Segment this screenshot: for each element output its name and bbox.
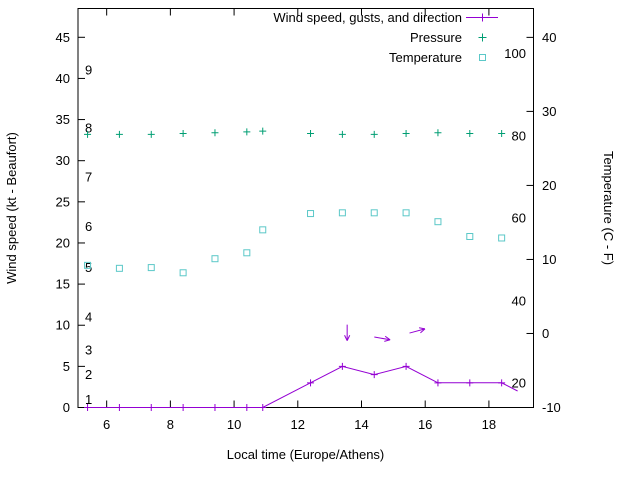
beaufort-scale-label: 4 (85, 310, 92, 325)
y-tick-label-right: 30 (542, 104, 556, 119)
beaufort-scale-label: 8 (85, 120, 92, 135)
fahrenheit-scale-label: 20 (512, 376, 526, 391)
legend-sample-temperature (479, 54, 486, 61)
y-axis-left-title: Wind speed (kt - Beaufort) (4, 132, 19, 284)
legend-label-temperature: Temperature (389, 50, 462, 65)
x-axis-title: Local time (Europe/Athens) (227, 447, 385, 462)
y-tick-label-left: 0 (63, 400, 70, 415)
x-tick-label: 12 (291, 417, 305, 432)
chart-plot-area: 6 8 10 12 14 16 18051015202530354045-100102030… (56, 8, 561, 432)
wind-direction-arrow (344, 324, 351, 341)
y-tick-label-left: 30 (56, 153, 70, 168)
beaufort-scale-label: 9 (85, 63, 92, 78)
fahrenheit-scale-label: 100 (504, 46, 526, 61)
y-tick-label-left: 25 (56, 194, 70, 209)
wind-direction-arrow (374, 335, 391, 342)
legend-sample-pressure (478, 33, 487, 42)
y-tick-label-right: 20 (542, 178, 556, 193)
legend-label-wind: Wind speed, gusts, and direction (273, 10, 462, 25)
beaufort-scale-label: 5 (85, 260, 92, 275)
x-tick-label: 14 (354, 417, 368, 432)
y-tick-label-left: 15 (56, 277, 70, 292)
y-tick-label-left: 10 (56, 318, 70, 333)
wind-direction-arrow (409, 327, 426, 334)
y-tick-label-left: 45 (56, 30, 70, 45)
x-tick-label: 16 (418, 417, 432, 432)
beaufort-scale-label: 7 (85, 170, 92, 185)
y-axis-right-title: Temperature (C - F) (601, 151, 616, 265)
series-wind (84, 362, 518, 411)
y-tick-label-left: 40 (56, 71, 70, 86)
beaufort-scale-label: 1 (85, 392, 92, 407)
y-tick-label-left: 5 (63, 359, 70, 374)
y-tick-label-right: 0 (542, 326, 549, 341)
beaufort-scale-label: 6 (85, 219, 92, 234)
fahrenheit-scale-label: 60 (512, 210, 526, 225)
legend: Wind speed, gusts, and direction Pressur… (273, 10, 498, 65)
series-pressure (84, 127, 506, 138)
x-tick-label: 6 (103, 417, 110, 432)
y-tick-label-right: -10 (542, 400, 561, 415)
legend-sample-wind (466, 13, 498, 22)
y-tick-label-left: 35 (56, 112, 70, 127)
y-tick-label-right: 40 (542, 30, 556, 45)
beaufort-scale-label: 2 (85, 367, 92, 382)
beaufort-scale-label: 3 (85, 342, 92, 357)
plot-border (77, 8, 534, 408)
legend-label-pressure: Pressure (410, 30, 462, 45)
x-tick-label: 18 (482, 417, 496, 432)
series-temperature (84, 209, 506, 277)
fahrenheit-scale-label: 40 (512, 293, 526, 308)
fahrenheit-scale-label: 80 (512, 128, 526, 143)
y-tick-label-left: 20 (56, 235, 70, 250)
x-tick-label: 10 (227, 417, 241, 432)
x-tick-label: 8 (167, 417, 174, 432)
y-tick-label-right: 10 (542, 252, 556, 267)
